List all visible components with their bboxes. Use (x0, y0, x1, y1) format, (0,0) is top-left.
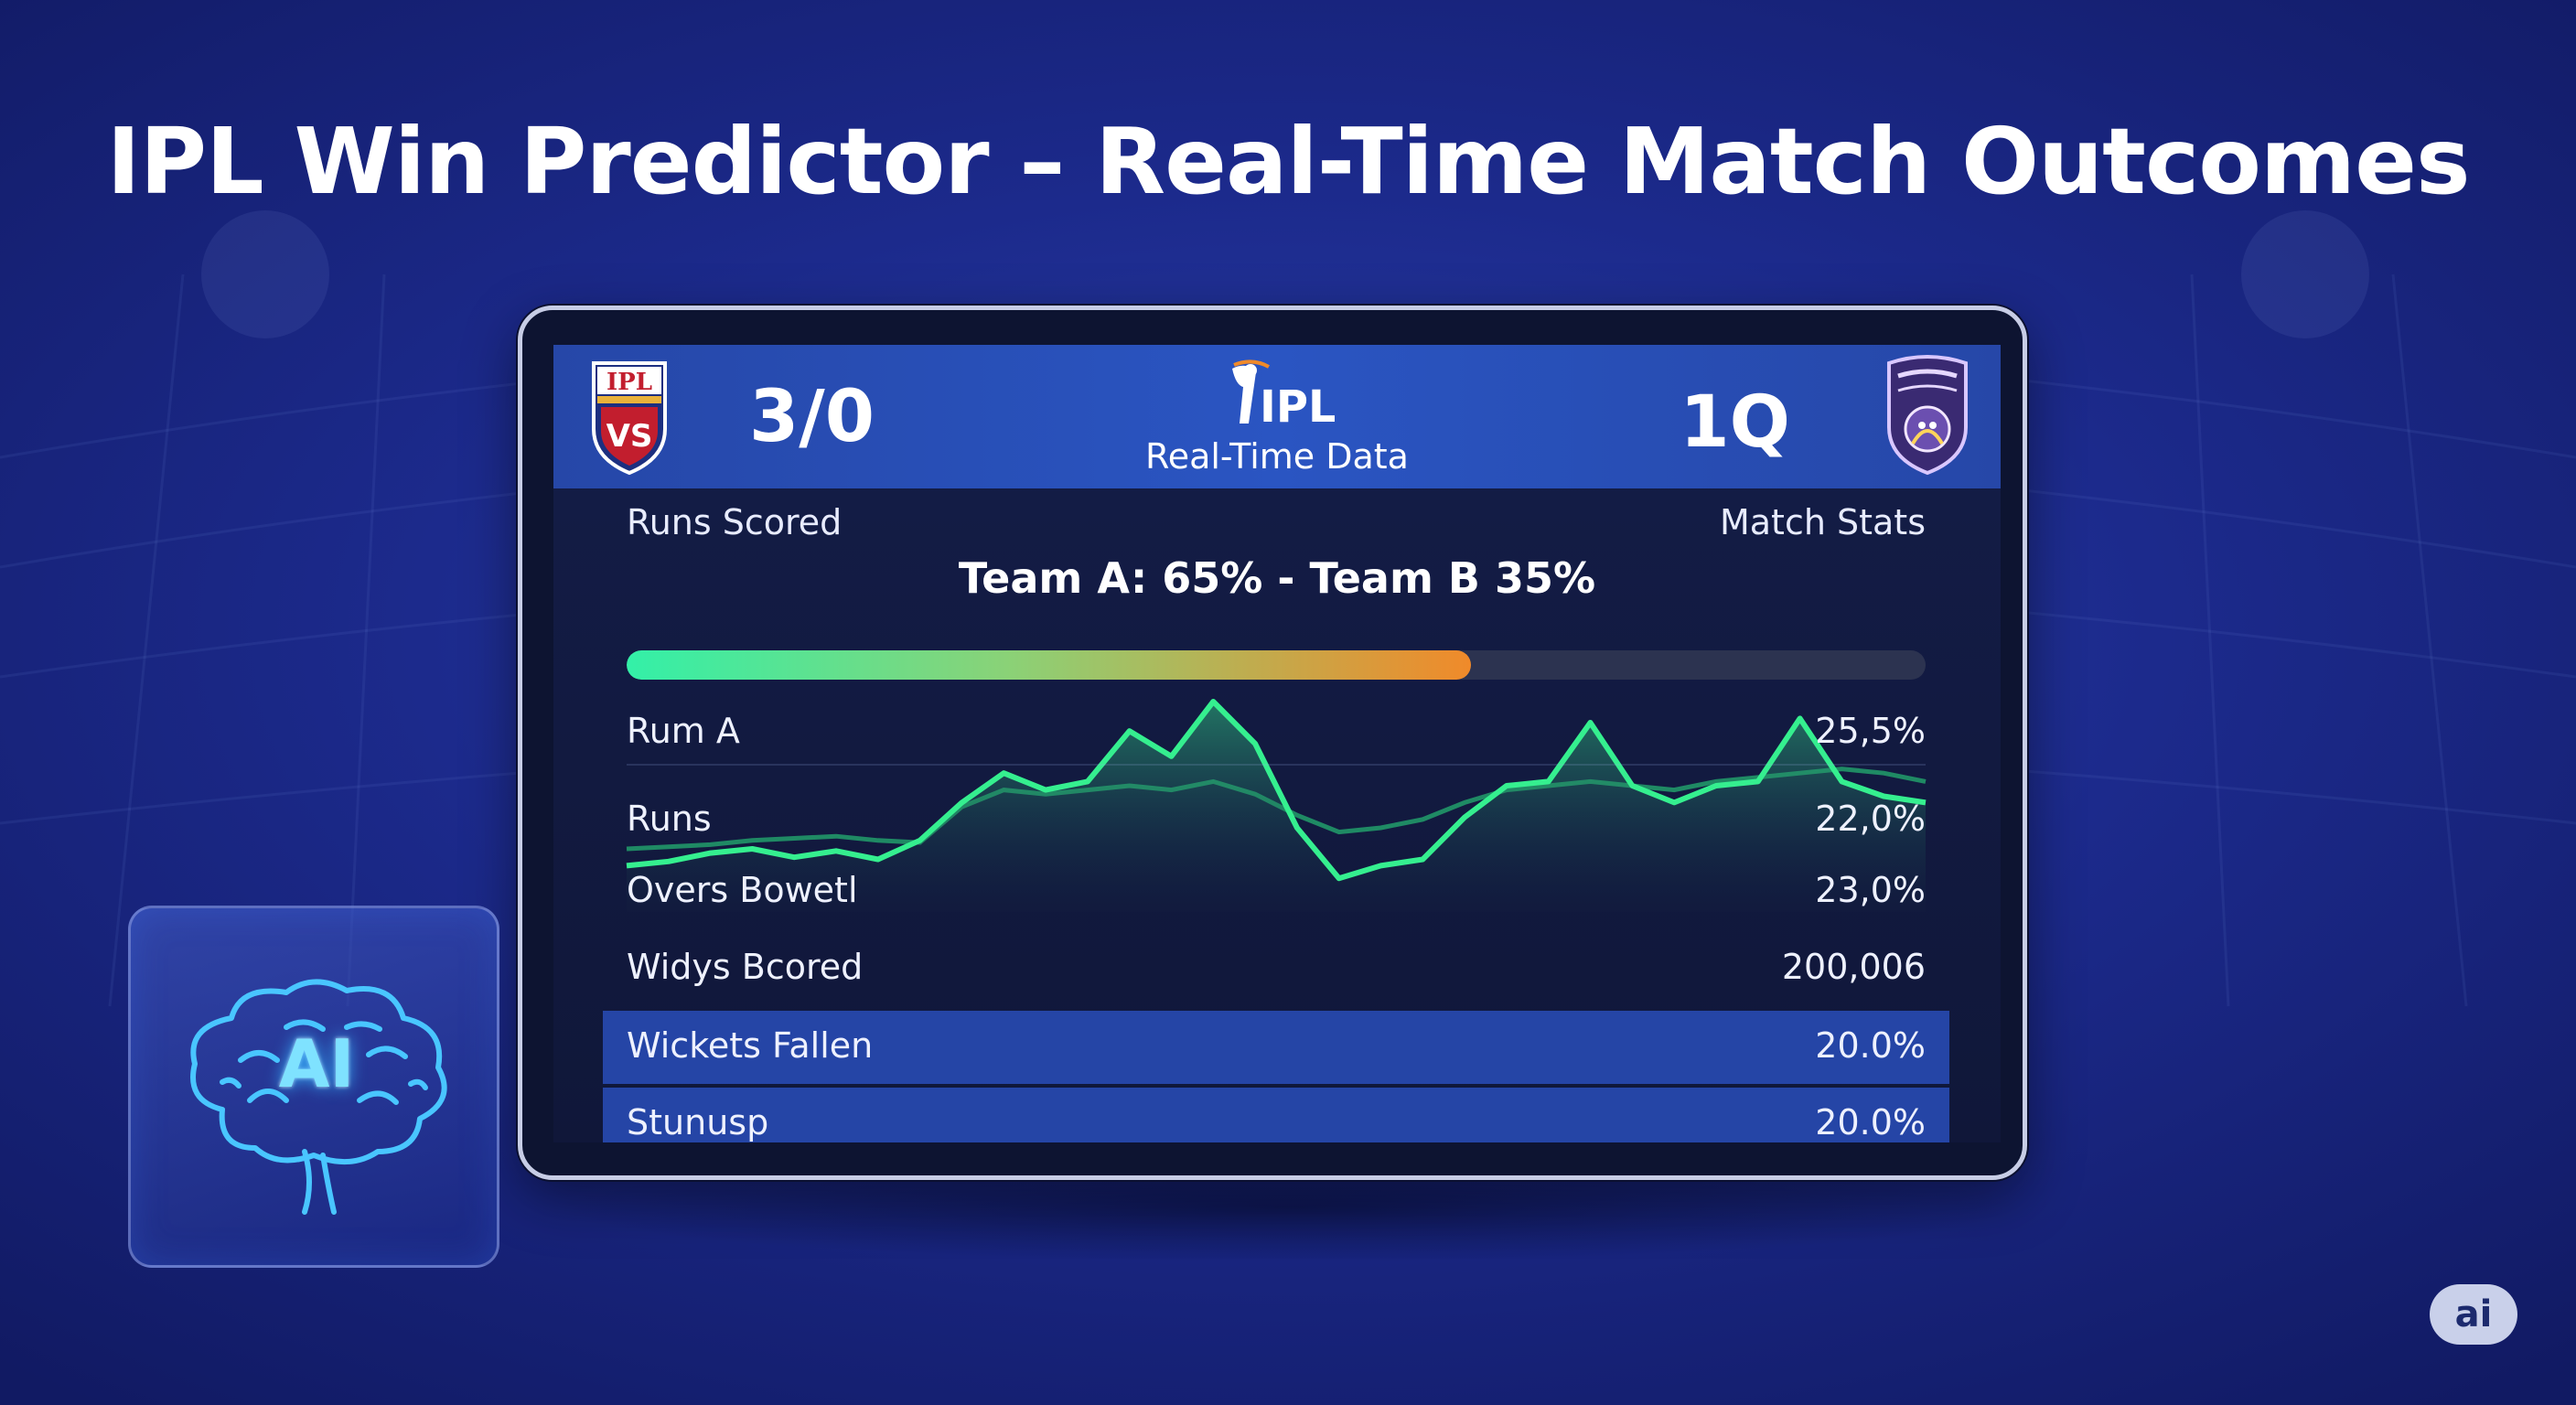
stat-value: 25,5% (1815, 711, 1926, 751)
team-a-badge-text: IPL (606, 369, 652, 396)
stat-value: 20.0% (1815, 1025, 1926, 1066)
match-stats-label: Match Stats (1719, 502, 1926, 542)
stat-value: 200,006 (1781, 947, 1926, 987)
series-area-main (627, 702, 1926, 912)
stat-label: Stunusp (627, 1102, 769, 1142)
series-line-main (626, 699, 1927, 882)
page-title: IPL Win Predictor – Real-Time Match Outc… (106, 108, 2471, 215)
win-probability-bar (627, 650, 1926, 680)
stat-label: Runs (627, 799, 712, 839)
stat-label: Overs Bowetl (627, 870, 858, 910)
stat-label: Wickets Fallen (627, 1025, 874, 1066)
tablet-device: IPL VS 3/0 IPL Real-Time Data 1Q (518, 306, 2027, 1180)
score-banner: IPL VS 3/0 IPL Real-Time Data 1Q (553, 345, 2001, 488)
stat-row-overs: Overs Bowetl 23,0% (627, 870, 1926, 921)
ipl-logo-text: IPL (1260, 381, 1335, 433)
stat-value: 20.0% (1815, 1102, 1926, 1142)
runs-scored-label: Runs Scored (627, 502, 843, 542)
team-b-score: 1Q (1680, 381, 1790, 464)
stat-row-widys: Widys Bcored 200,006 (627, 947, 1926, 998)
stat-label: Rum A (627, 711, 740, 751)
win-probability-text: Team A: 65% - Team B 35% (958, 553, 1596, 603)
ai-brain-label: AI (278, 1025, 355, 1102)
team-a-shield-icon: IPL VS (592, 361, 667, 476)
row-divider (627, 764, 1926, 766)
ipl-logo: IPL (1232, 359, 1335, 433)
stat-row-stunusp: Stunusp 20.0% (603, 1088, 1949, 1142)
tablet-screen: IPL VS 3/0 IPL Real-Time Data 1Q (553, 345, 2001, 1142)
stat-value: 22,0% (1815, 799, 1926, 839)
team-a-score: 3/0 (749, 376, 875, 458)
stat-value: 23,0% (1815, 870, 1926, 910)
brain-icon (190, 979, 447, 1215)
win-probability-fill (627, 650, 1471, 680)
stat-row-wickets-fallen: Wickets Fallen 20.0% (603, 1011, 1949, 1084)
team-a-vs-text: VS (606, 418, 653, 455)
real-time-data-label: Real-Time Data (1145, 436, 1409, 477)
stat-row-runs: Runs 22,0% (627, 799, 1926, 850)
runs-line-chart (626, 699, 1927, 912)
ai-corner-badge[interactable]: ai (2430, 1284, 2517, 1345)
stat-row-rum-a: Rum A 25,5% (627, 711, 1926, 762)
stat-label: Widys Bcored (627, 947, 864, 987)
team-crest-icon (1887, 355, 1968, 476)
ai-brain-card: AI (128, 906, 499, 1268)
